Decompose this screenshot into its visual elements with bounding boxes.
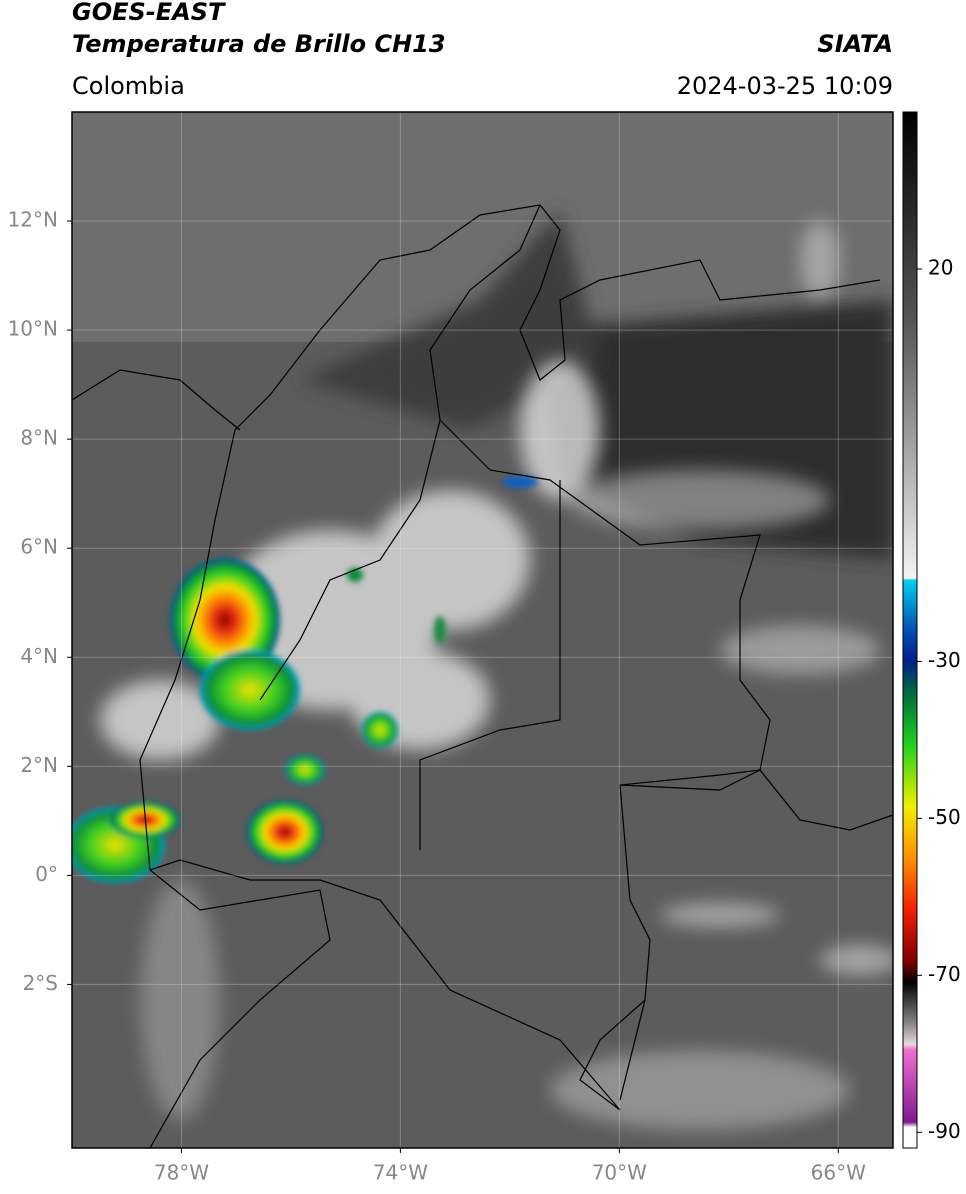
y-tick-label: 2°N: [20, 753, 58, 777]
subtitle: Temperatura de Brillo CH13: [72, 30, 446, 58]
y-tick-label: 0°: [35, 862, 58, 886]
y-tick-label: 2°S: [23, 971, 58, 995]
title: GOES-EAST: [72, 0, 226, 26]
y-tick-label: 4°N: [20, 644, 58, 668]
y-tick-label: 8°N: [20, 426, 58, 450]
y-tick-label: 12°N: [8, 208, 58, 232]
colorbar-tick-label: -50: [928, 805, 961, 829]
colorbar-tick-label: -70: [928, 962, 961, 986]
y-tick-label: 10°N: [8, 317, 58, 341]
x-tick-label: 74°W: [373, 1161, 428, 1185]
y-tick-label: 6°N: [20, 535, 58, 559]
x-tick-label: 66°W: [811, 1161, 866, 1185]
x-tick-label: 70°W: [592, 1161, 647, 1185]
map-frame: [71, 111, 894, 1149]
datetime: 2024-03-25 10:09: [677, 72, 893, 100]
colorbar-tick-label: -90: [928, 1119, 961, 1143]
satellite-image: [72, 112, 893, 1148]
colorbar-tick-label: -30: [928, 648, 961, 672]
source: SIATA: [817, 30, 893, 58]
x-tick-label: 78°W: [154, 1161, 209, 1185]
region: Colombia: [72, 72, 185, 100]
colorbar-tick-label: 20: [928, 255, 953, 279]
colorbar: [902, 111, 918, 1149]
